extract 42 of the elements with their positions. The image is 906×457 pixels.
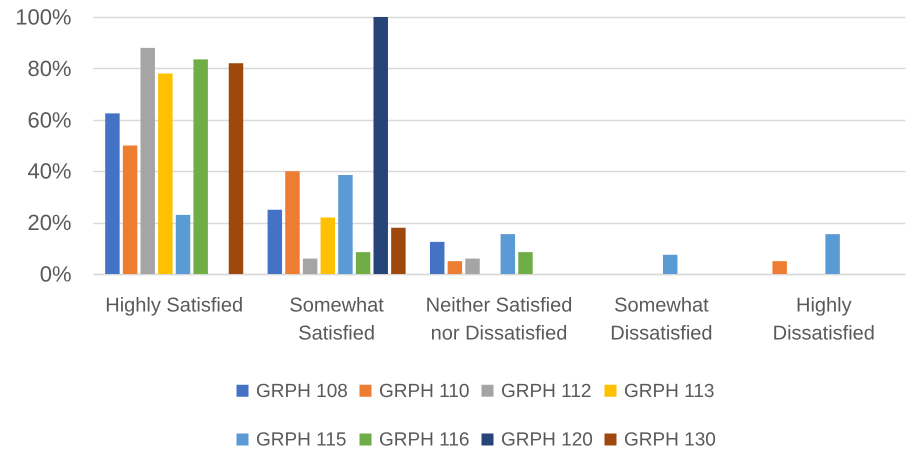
bar [193, 59, 208, 274]
bar [825, 234, 840, 274]
x-tick-label: Neither Satisfied nor Dissatisfied [426, 294, 572, 344]
legend-label: GRPH 113 [624, 380, 714, 402]
legend-label: GRPH 115 [256, 430, 346, 450]
bar [268, 210, 282, 274]
y-tick-label: 0% [40, 262, 72, 286]
bar [518, 252, 533, 274]
legend-label: GRPH 110 [379, 380, 470, 402]
x-tick-label: Highly Satisfied [105, 294, 244, 316]
legend-label: GRPH 120 [501, 430, 593, 450]
bar [391, 228, 406, 274]
bar [500, 234, 516, 274]
x-tick-label: Somewhat Satisfied [289, 294, 384, 344]
bar [356, 252, 370, 274]
bar [285, 171, 300, 274]
x-tick-label: Highly Dissatisfied [772, 294, 875, 344]
bar [772, 261, 787, 274]
bar [140, 48, 155, 274]
legend-label: GRPH 112 [501, 380, 592, 402]
bar [320, 217, 336, 274]
y-tick-label: 100% [15, 4, 72, 30]
bar [302, 258, 318, 274]
bar [465, 258, 480, 274]
y-tick-label: 60% [27, 107, 72, 132]
legend-label: GRPH 130 [624, 430, 716, 450]
bar [430, 242, 444, 274]
y-tick-label: 20% [27, 210, 72, 236]
bar [122, 146, 138, 274]
bar [338, 175, 353, 274]
bar [105, 113, 120, 274]
bar [176, 214, 190, 274]
y-tick-label: 40% [27, 158, 72, 184]
bar [662, 254, 678, 274]
legend-label: GRPH 108 [256, 380, 348, 402]
bar [448, 261, 462, 274]
bar [228, 63, 244, 274]
bar [373, 17, 388, 274]
y-tick-label: 80% [27, 56, 72, 81]
bar [158, 74, 173, 274]
x-tick-label: Somewhat Dissatisfied [610, 294, 713, 344]
legend-label: GRPH 116 [379, 430, 470, 450]
